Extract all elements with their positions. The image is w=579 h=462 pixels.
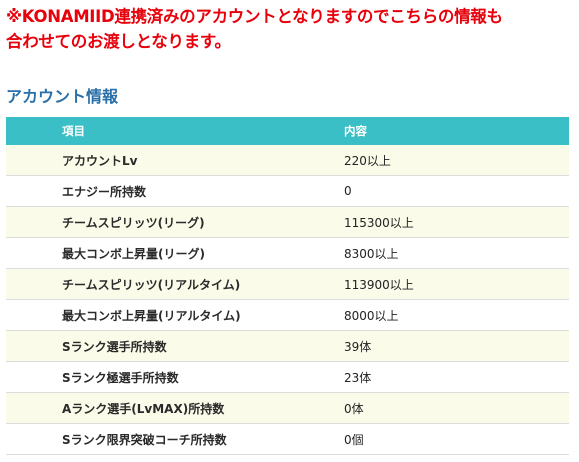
row-item: Sランク選手所持数 [62, 330, 344, 362]
row-content: 115300以上 [344, 206, 569, 238]
row-spacer [6, 268, 62, 300]
table-header-row: 項目 内容 [6, 117, 569, 145]
table-row: Sランク限界突破コーチ所持数 0個 [6, 423, 569, 455]
header-content: 内容 [344, 117, 569, 145]
row-content: 23体 [344, 361, 569, 393]
notice-line-1: ※KONAMIID連携済みのアカウントとなりますのでこちらの情報も [6, 7, 503, 26]
row-spacer [6, 330, 62, 362]
table-row: Aランク選手(LvMAX)所持数 0体 [6, 392, 569, 424]
row-item: チームスピリッツ(リアルタイム) [62, 268, 344, 300]
row-content: 39体 [344, 330, 569, 362]
row-item: チームスピリッツ(リーグ) [62, 206, 344, 238]
row-spacer [6, 361, 62, 393]
row-spacer [6, 423, 62, 455]
row-content: 8300以上 [344, 237, 569, 269]
row-content: 220以上 [344, 145, 569, 176]
row-spacer [6, 206, 62, 238]
row-content: 8000以上 [344, 299, 569, 331]
table-row: エナジー所持数 0 [6, 175, 569, 207]
row-content: 113900以上 [344, 268, 569, 300]
row-spacer [6, 237, 62, 269]
row-item: エナジー所持数 [62, 175, 344, 207]
table-row: Sランク選手所持数 39体 [6, 330, 569, 362]
row-item: 最大コンボ上昇量(リーグ) [62, 237, 344, 269]
notice-message: ※KONAMIID連携済みのアカウントとなりますのでこちらの情報も 合わせてのお… [6, 4, 576, 54]
notice-line-2: 合わせてのお渡しとなります。 [6, 32, 231, 51]
row-spacer [6, 145, 62, 176]
account-info-table: 項目 内容 アカウントLv 220以上 エナジー所持数 0 チームスピリッツ(リ… [6, 117, 569, 455]
row-item: アカウントLv [62, 145, 344, 176]
row-content: 0 [344, 175, 569, 207]
row-spacer [6, 175, 62, 207]
section-title: アカウント情報 [6, 87, 119, 106]
header-item: 項目 [62, 117, 344, 145]
table-row: チームスピリッツ(リアルタイム) 113900以上 [6, 268, 569, 300]
row-item: Sランク限界突破コーチ所持数 [62, 423, 344, 455]
row-content: 0個 [344, 423, 569, 455]
table-row: チームスピリッツ(リーグ) 115300以上 [6, 206, 569, 238]
table-row: 最大コンボ上昇量(リーグ) 8300以上 [6, 237, 569, 269]
row-item: 最大コンボ上昇量(リアルタイム) [62, 299, 344, 331]
table-row: 最大コンボ上昇量(リアルタイム) 8000以上 [6, 299, 569, 331]
row-content: 0体 [344, 392, 569, 424]
header-spacer [6, 117, 62, 145]
row-spacer [6, 299, 62, 331]
table-row: Sランク極選手所持数 23体 [6, 361, 569, 393]
row-item: Sランク極選手所持数 [62, 361, 344, 393]
row-spacer [6, 392, 62, 424]
table-row: アカウントLv 220以上 [6, 145, 569, 176]
row-item: Aランク選手(LvMAX)所持数 [62, 392, 344, 424]
